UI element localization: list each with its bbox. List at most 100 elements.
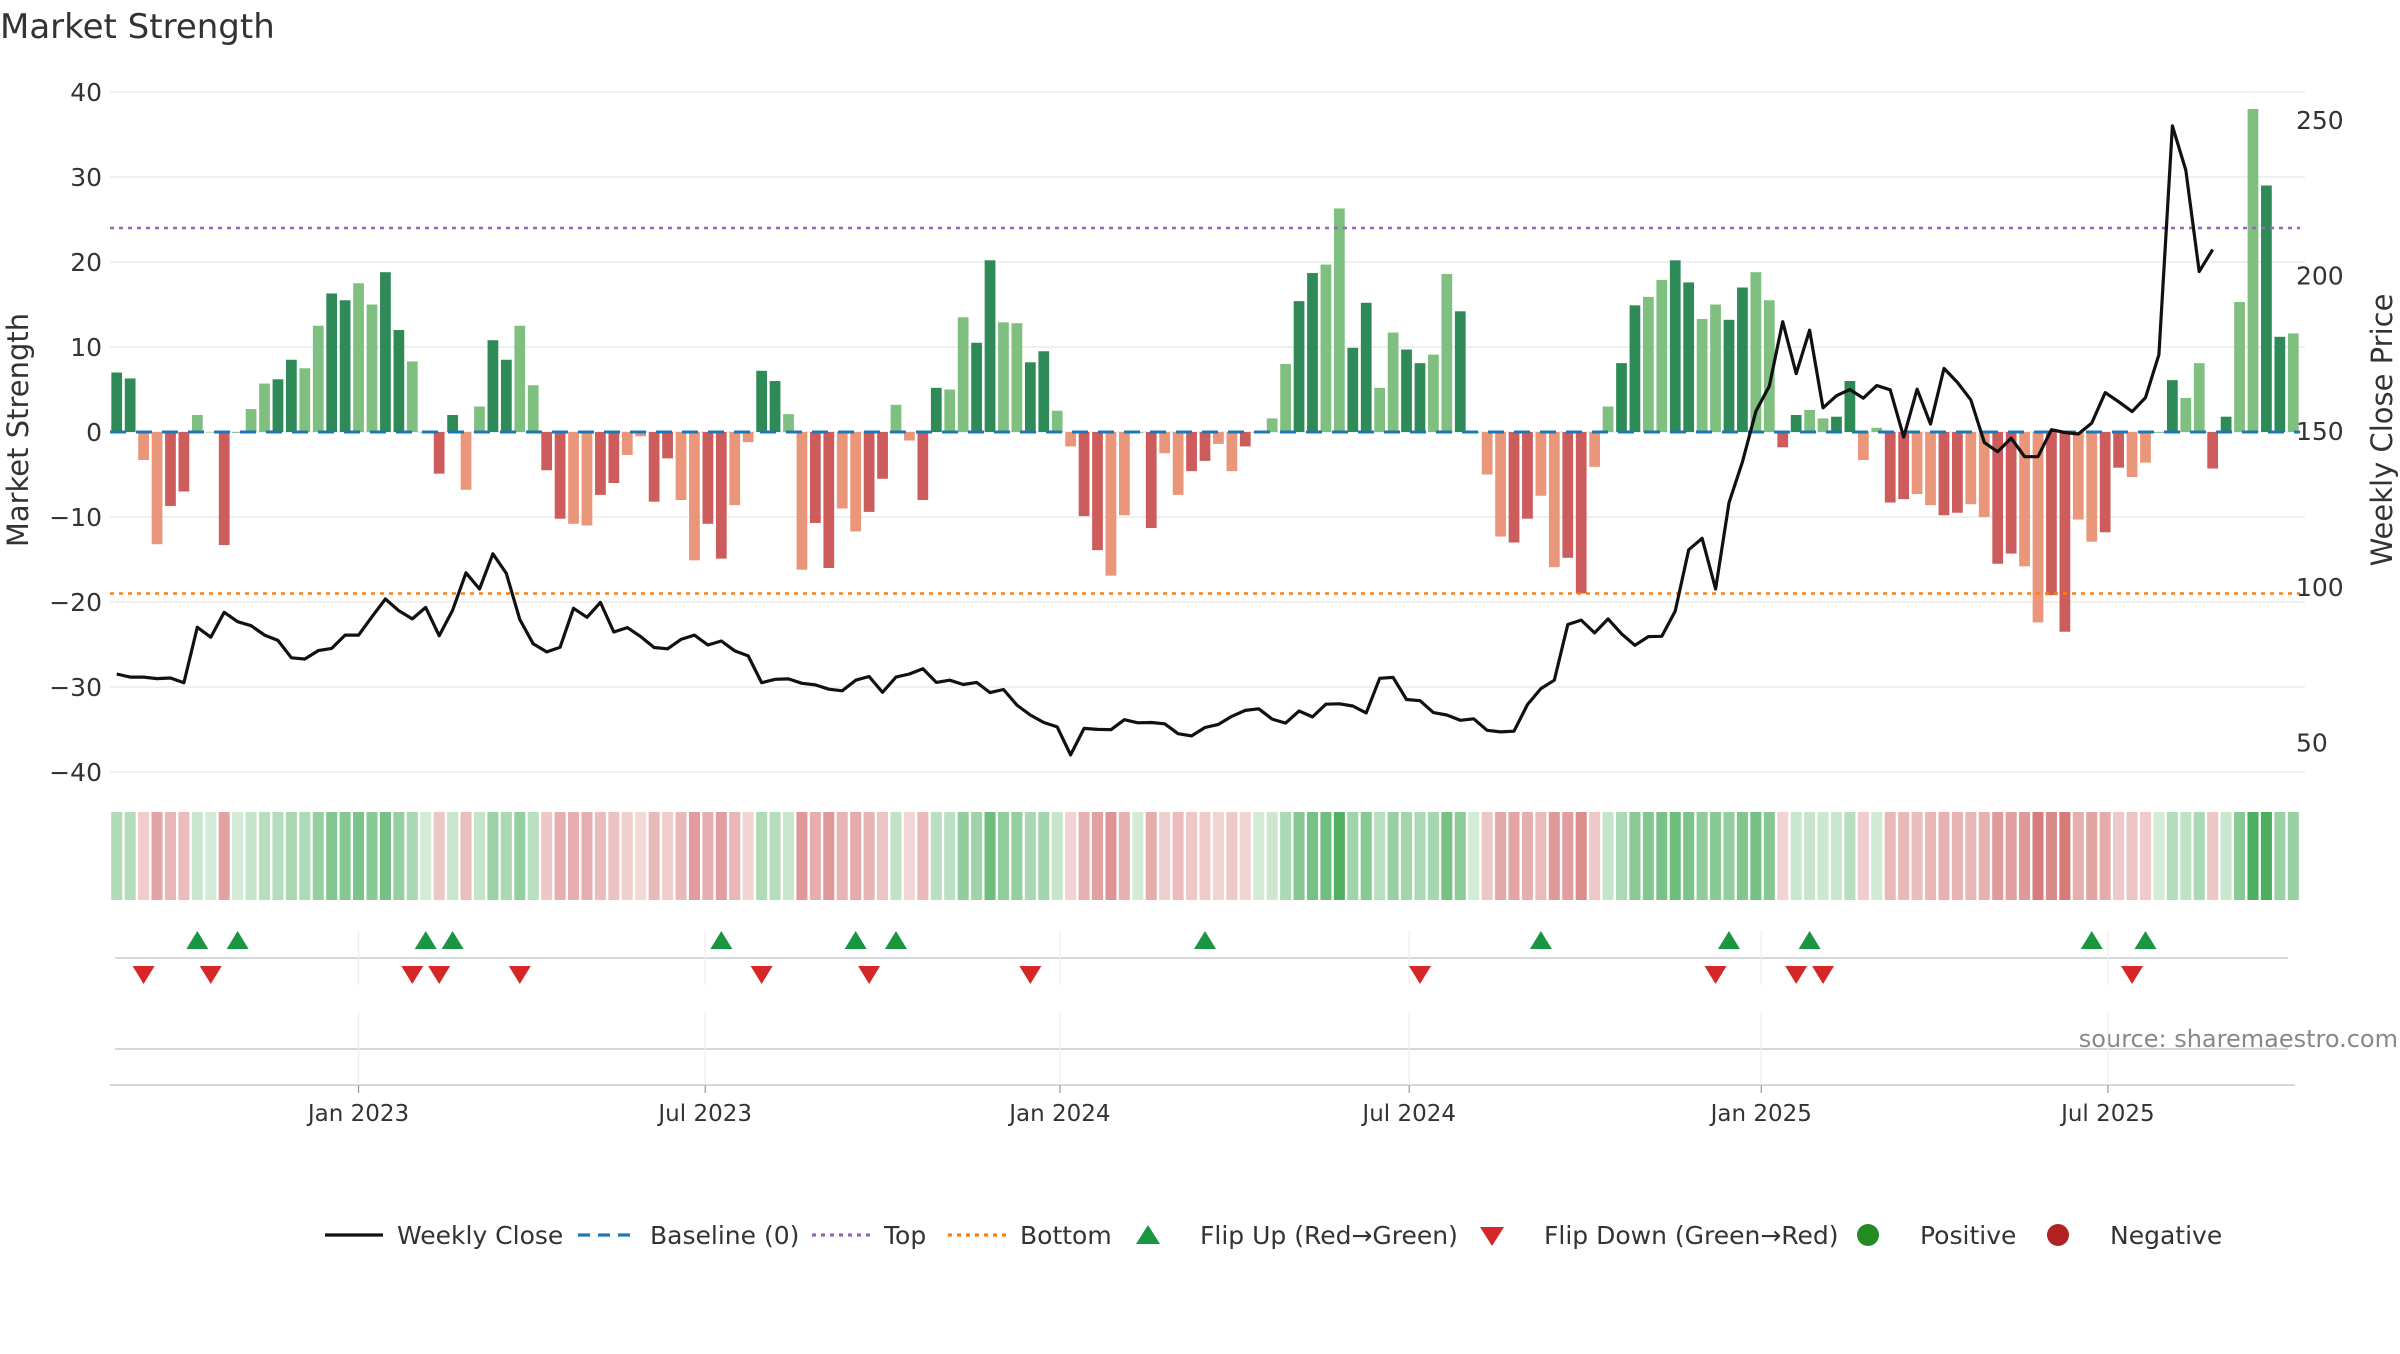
strength-bar xyxy=(1333,208,1345,432)
strength-bar xyxy=(2099,432,2111,533)
strength-bar xyxy=(1898,432,1910,500)
heat-cell xyxy=(581,812,593,900)
heat-cell xyxy=(299,812,311,900)
heat-cell xyxy=(756,812,768,900)
heat-cell xyxy=(2099,812,2111,900)
strength-bar xyxy=(1750,272,1762,432)
heat-cell xyxy=(554,812,566,900)
strength-bar xyxy=(554,432,566,519)
heat-cell xyxy=(1145,812,1157,900)
strength-bar xyxy=(232,432,244,433)
y-left-tick-label: −20 xyxy=(49,588,102,617)
heat-cell xyxy=(1817,812,1829,900)
y-left-tick-label: −40 xyxy=(49,758,102,787)
strength-bar xyxy=(595,432,606,495)
strength-bar xyxy=(635,432,647,437)
strength-bar xyxy=(1374,387,1386,432)
strength-bar xyxy=(1172,432,1184,495)
heat-cell xyxy=(1898,812,1910,900)
heat-cell xyxy=(1602,812,1614,900)
heat-cell xyxy=(339,812,351,900)
heat-cell xyxy=(406,812,418,900)
chart-title: Market Strength xyxy=(0,7,275,47)
strength-bar xyxy=(1011,323,1023,432)
heat-cell xyxy=(1347,812,1359,900)
strength-bar xyxy=(1669,260,1681,432)
legend-label: Flip Down (Green→Red) xyxy=(1544,1221,1839,1250)
heat-cell xyxy=(1427,812,1439,900)
heat-cell xyxy=(1575,812,1587,900)
strength-bar xyxy=(380,272,391,432)
heat-cell xyxy=(460,812,472,900)
heat-cell xyxy=(608,812,620,900)
strength-bar xyxy=(2126,432,2138,478)
strength-bar xyxy=(1763,300,1775,432)
legend-swatch xyxy=(1480,1227,1504,1246)
strength-bar xyxy=(957,317,969,432)
strength-bar xyxy=(2287,333,2299,432)
heat-cell xyxy=(2180,812,2192,900)
heat-cell xyxy=(232,812,244,900)
strength-bar xyxy=(2113,432,2124,468)
x-tick-label: Jan 2024 xyxy=(1007,1101,1110,1127)
heat-cell xyxy=(1548,812,1560,900)
y-left-tick-label: −10 xyxy=(49,503,102,532)
strength-bar xyxy=(1119,432,1130,516)
strength-bar xyxy=(702,432,714,524)
strength-bar xyxy=(1844,381,1856,432)
heat-cell xyxy=(2045,812,2057,900)
strength-bar xyxy=(2086,432,2098,542)
y-left-tick-label: 40 xyxy=(70,78,102,107)
heat-cell xyxy=(1562,812,1574,900)
strength-bar xyxy=(393,330,405,432)
heat-cell xyxy=(621,812,633,900)
heat-cell xyxy=(769,812,781,900)
heat-cell xyxy=(2019,812,2031,900)
y-left-tick-label: 30 xyxy=(70,163,102,192)
heat-cell xyxy=(1884,812,1896,900)
strength-bar xyxy=(1857,432,1869,461)
strength-bar xyxy=(433,432,445,474)
heat-cell xyxy=(2247,812,2259,900)
heat-cell xyxy=(1132,812,1144,900)
heat-cell xyxy=(850,812,862,900)
flip-down-marker xyxy=(1019,966,1042,984)
heat-cell xyxy=(473,812,485,900)
heat-cell xyxy=(1239,812,1251,900)
strength-bar xyxy=(1925,432,1936,506)
heat-cell xyxy=(568,812,580,900)
heat-cell xyxy=(1481,812,1493,900)
heat-cell xyxy=(1589,812,1601,900)
strength-bar xyxy=(1481,432,1493,475)
heat-cell xyxy=(2126,812,2138,900)
heat-cell xyxy=(1065,812,1077,900)
strength-bar xyxy=(138,432,149,461)
heat-cell xyxy=(205,812,217,900)
heat-cell xyxy=(1051,812,1063,900)
heat-cell xyxy=(514,812,526,900)
strength-bar xyxy=(366,304,378,432)
heat-cell xyxy=(2139,812,2152,900)
x-tick-label: Jul 2025 xyxy=(2059,1101,2155,1127)
heat-cell xyxy=(500,812,512,900)
strength-bar xyxy=(1643,296,1654,432)
strength-bar xyxy=(2072,432,2084,520)
strength-bar xyxy=(1629,305,1641,432)
strength-bar xyxy=(1938,432,1950,516)
heat-cell xyxy=(1212,812,1224,900)
flip-down-marker xyxy=(508,966,531,984)
heat-cell xyxy=(1118,812,1130,900)
heat-cell xyxy=(366,812,378,900)
heat-cell xyxy=(138,812,150,900)
heat-cell xyxy=(1011,812,1023,900)
heat-cell xyxy=(1965,812,1977,900)
legend-label: Baseline (0) xyxy=(650,1221,799,1250)
strength-bar xyxy=(1065,432,1077,447)
heat-cell xyxy=(1105,812,1117,900)
strength-bar xyxy=(1401,349,1412,432)
strength-bar xyxy=(863,432,875,512)
strength-bar xyxy=(1495,432,1506,537)
strength-bar xyxy=(2234,301,2245,432)
heat-cell xyxy=(1186,812,1198,900)
y-left-tick-label: −30 xyxy=(49,673,102,702)
